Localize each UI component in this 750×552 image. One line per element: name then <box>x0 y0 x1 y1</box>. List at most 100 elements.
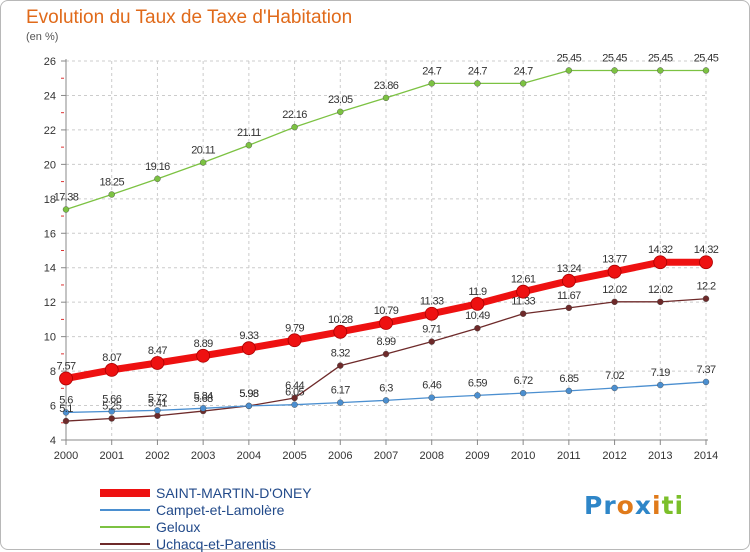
data-label: 11.33 <box>511 296 535 308</box>
legend-label: Uchacq-et-Parentis <box>156 536 276 552</box>
data-point <box>379 316 393 330</box>
data-point <box>607 264 622 279</box>
data-label: 6.59 <box>468 377 487 389</box>
data-point <box>653 255 668 270</box>
data-point <box>474 80 481 87</box>
data-label: 14.32 <box>648 244 673 256</box>
unit-label: (en %) <box>26 31 59 43</box>
data-point <box>565 67 573 74</box>
data-label: 23.86 <box>374 80 399 92</box>
x-tick-label: 2009 <box>465 450 489 462</box>
legend-swatch <box>100 509 150 511</box>
x-tick-label: 2014 <box>694 450 718 462</box>
data-label: 8.47 <box>148 345 167 357</box>
data-point <box>337 108 344 116</box>
data-point <box>611 298 618 306</box>
data-point <box>154 175 161 183</box>
data-point <box>108 415 115 422</box>
data-label: 5.98 <box>239 388 258 400</box>
proxiti-logo: Proxiti <box>584 491 684 520</box>
x-tick-label: 2000 <box>54 450 78 462</box>
data-label: 24.7 <box>468 65 487 77</box>
data-point <box>199 159 207 166</box>
data-label: 12.61 <box>511 274 536 286</box>
data-label: 11.9 <box>468 286 487 298</box>
data-point <box>474 324 481 332</box>
data-point <box>611 67 618 74</box>
data-point <box>337 399 344 406</box>
data-point <box>291 394 298 402</box>
y-tick-label: 26 <box>44 56 56 68</box>
data-point <box>59 371 73 386</box>
y-tick-label: 18 <box>44 194 56 206</box>
data-label: 12.02 <box>602 284 627 296</box>
data-label: 11.33 <box>420 296 444 308</box>
data-label: 13.24 <box>557 263 582 275</box>
data-label: 9.71 <box>422 324 441 336</box>
data-point <box>241 341 256 356</box>
data-label: 7.02 <box>605 370 624 382</box>
y-tick-label: 22 <box>44 125 56 137</box>
data-label: 6.85 <box>559 373 578 385</box>
y-tick-label: 10 <box>44 332 56 344</box>
y-tick-label: 14 <box>44 263 56 275</box>
data-label: 5.98 <box>239 388 258 400</box>
legend-swatch <box>100 526 150 528</box>
data-point <box>565 304 573 312</box>
data-point <box>702 67 710 74</box>
data-label: 8.99 <box>376 336 395 348</box>
data-label: 5.66 <box>102 393 121 405</box>
data-point <box>474 392 481 399</box>
y-tick-label: 20 <box>44 159 56 171</box>
data-point <box>519 310 527 317</box>
legend-label: SAINT-MARTIN-D'ONEY <box>156 485 312 501</box>
data-point <box>196 348 211 363</box>
logo-letter: ti <box>661 491 685 520</box>
data-point <box>428 338 435 345</box>
legend-label: Campet-et-Lamolère <box>156 502 285 518</box>
data-point <box>287 333 302 348</box>
data-point <box>702 378 710 386</box>
data-point <box>699 255 713 270</box>
data-label: 9.79 <box>285 322 304 334</box>
data-point <box>154 407 161 414</box>
x-tick-label: 2011 <box>557 450 581 462</box>
y-tick-label: 6 <box>50 401 56 413</box>
x-tick-label: 2007 <box>374 450 398 462</box>
y-tick-label: 12 <box>44 297 56 309</box>
x-tick-label: 2003 <box>191 450 215 462</box>
x-tick-label: 2006 <box>328 450 352 462</box>
data-label: 24.7 <box>422 65 441 77</box>
data-point <box>154 412 161 419</box>
data-label: 14.32 <box>694 244 719 256</box>
data-point <box>382 94 390 102</box>
data-label: 9.33 <box>239 330 258 342</box>
x-tick-label: 2013 <box>648 450 672 462</box>
logo-letter: x <box>634 491 652 520</box>
data-point <box>382 397 390 404</box>
data-point <box>428 80 435 87</box>
x-tick-label: 2008 <box>419 450 443 462</box>
data-label: 6.3 <box>379 382 393 394</box>
data-label: 25.45 <box>602 52 627 64</box>
data-point <box>657 381 664 389</box>
data-label: 5.84 <box>194 390 213 402</box>
x-tick-label: 2005 <box>282 450 306 462</box>
data-label: 21.11 <box>237 127 261 139</box>
data-point <box>565 387 573 395</box>
data-label: 7.37 <box>696 364 715 376</box>
data-label: 5.1 <box>59 403 73 415</box>
data-point <box>657 67 664 74</box>
legend-swatch <box>100 489 150 497</box>
data-point <box>611 384 618 392</box>
data-point <box>62 206 70 213</box>
data-point <box>62 417 70 425</box>
data-point <box>516 284 531 299</box>
data-label: 25.45 <box>648 52 673 64</box>
logo-letter: i <box>651 491 662 520</box>
data-label: 12.02 <box>648 284 673 296</box>
data-point <box>519 80 527 87</box>
logo-letter: o <box>616 491 635 520</box>
